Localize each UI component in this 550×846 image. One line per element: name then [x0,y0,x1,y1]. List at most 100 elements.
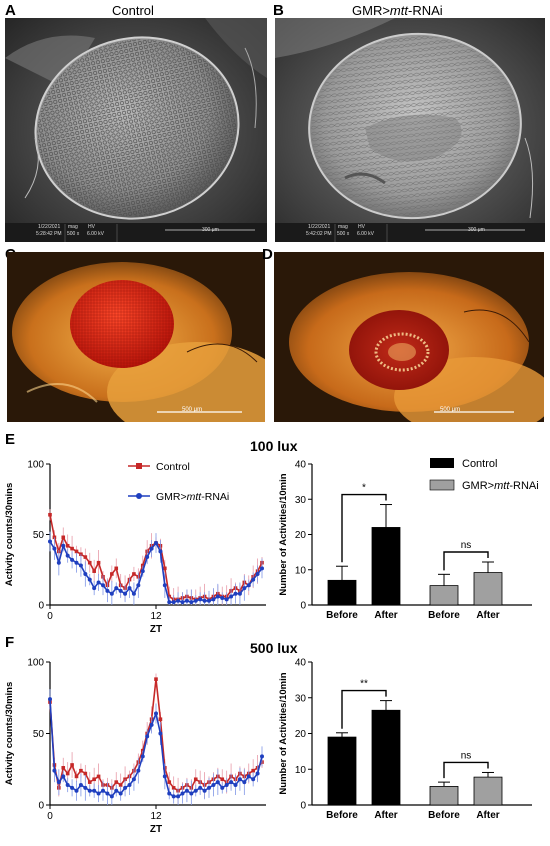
data-point [184,598,189,603]
data-point [162,774,167,779]
legend-swatch-control [430,458,454,468]
data-point [215,594,220,599]
panel-b-title: GMR>mtt-RNAi [352,3,443,18]
data-point [83,771,88,776]
significance-label: ns [461,750,472,761]
data-point [149,546,154,551]
data-point [242,586,247,591]
x-tick-label: After [374,610,397,621]
panel-f-letter: F [5,634,15,651]
significance-bracket [443,551,489,571]
bar [473,776,503,806]
data-point [83,571,88,576]
data-point [136,768,141,773]
data-point [224,597,229,602]
data-point [131,591,136,596]
y-tick-label: 10 [295,765,307,776]
legend-marker-control [136,463,142,469]
y-tick-label: 40 [295,658,307,669]
data-point [162,583,167,588]
data-point [237,591,242,596]
data-point [229,594,234,599]
significance-bracket [341,493,387,563]
data-point [189,600,194,605]
data-point [127,782,132,787]
data-point [114,566,119,571]
data-point [92,569,96,573]
data-point [145,555,150,560]
data-point [255,771,260,776]
data-point [92,788,97,793]
data-point [260,754,264,759]
legend-rnai-prefix: GMR> [462,480,494,492]
y-tick-label: 0 [300,601,306,612]
x-tick-label: 0 [47,811,53,822]
y-tick-label: 0 [38,601,44,612]
legend-label-control: Control [462,458,497,470]
data-point [255,571,260,576]
y-tick-label: 100 [27,460,44,471]
data-point [171,600,176,605]
data-point [202,788,207,793]
data-point [189,791,194,796]
chart-f-line: 0 50 100 0 12 ZT Activity counts/30mins [4,658,266,835]
y-tick-label: 40 [295,460,307,471]
data-point [176,598,181,603]
chart-f-bar: 0 10 20 30 40 Number of Activities/10min Befor… [278,658,532,821]
data-point [260,566,264,571]
data-point [101,583,105,588]
x-axis-label: ZT [150,624,162,635]
data-point [61,535,66,540]
data-point [61,766,66,770]
chart-e-bar: 0 10 20 30 40 Number of Activities/10min Befor… [278,458,539,621]
data-point [229,780,234,785]
x-tick-label: 12 [150,611,162,622]
data-point [140,754,145,759]
sem-a-scale: 300 μm [202,227,219,233]
data-point [65,782,70,787]
data-point [123,591,128,596]
data-point [193,788,198,793]
data-point [96,580,101,585]
data-point [127,586,132,591]
panel-d-letter: D [262,246,273,263]
data-point [48,539,52,544]
chart-e-line: 0 50 100 0 12 ZT Activity counts/30mins Control… [4,460,266,635]
panel-f-condition: 500 lux [250,640,298,656]
data-point [176,794,181,799]
x-axis-label: ZT [150,824,162,835]
bar [429,786,459,806]
bar [327,579,357,606]
data-point [65,543,70,548]
x-tick-label: After [374,810,397,821]
data-point [136,583,141,588]
data-point [110,572,114,576]
data-point [74,560,79,565]
x-tick-label: 12 [150,811,162,822]
x-tick-label: Before [326,810,358,821]
data-point [246,583,251,588]
legend-label-rnai: GMR>mtt-RNAi [462,480,539,492]
data-point [83,555,88,559]
data-point [105,588,110,593]
bar [371,527,401,606]
data-point [70,785,75,790]
data-point [79,552,83,557]
legend-rnai-suffix: -RNAi [201,491,229,503]
data-point [74,788,79,793]
y-tick-label: 20 [295,729,307,740]
data-point [87,560,92,565]
data-point [193,598,198,603]
sem-rnai-image [275,18,545,242]
data-point [145,734,150,739]
data-point [149,722,154,727]
data-point [92,586,97,591]
data-point [198,597,203,602]
series-line [49,679,263,792]
y-tick-label: 0 [38,801,44,812]
data-point [123,785,128,790]
y-tick-label: 20 [295,530,307,541]
data-point [65,553,70,558]
panel-a-title: Control [112,3,154,18]
data-point [109,591,114,596]
